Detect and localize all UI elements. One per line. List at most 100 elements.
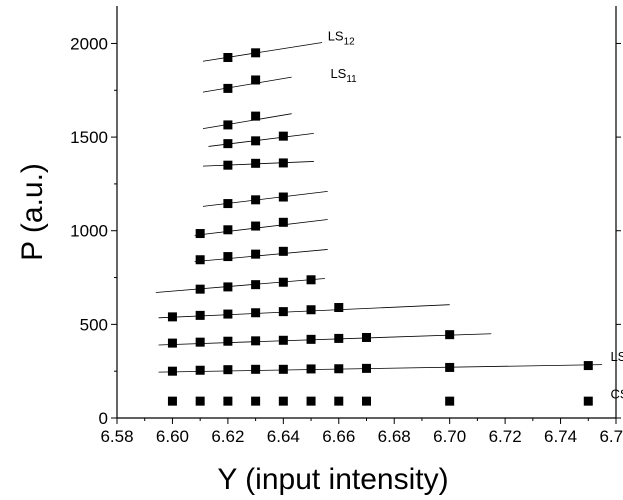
- data-point: [334, 303, 344, 313]
- data-point: [251, 158, 261, 168]
- data-point: [223, 53, 233, 62]
- fit-line: [202, 42, 323, 62]
- data-point: [167, 396, 177, 406]
- data-point: [195, 310, 205, 320]
- annotation-label: CS: [610, 386, 623, 401]
- data-point: [223, 396, 233, 406]
- data-point: [278, 335, 288, 345]
- y-tick-label: 500: [80, 315, 108, 334]
- data-point: [306, 275, 316, 285]
- data-point: [251, 221, 261, 231]
- data-point: [251, 396, 261, 406]
- x-tick-label: 6.76: [599, 427, 623, 446]
- data-point: [306, 364, 316, 374]
- data-point: [223, 336, 233, 346]
- fit-lines: [155, 42, 603, 373]
- y-tick-label: 2000: [70, 34, 108, 53]
- axes: 6.58 6.60 6.62 6.64 6.66 6.68 6.70 6.72 6.74 6.76…: [70, 6, 623, 446]
- data-point: [362, 396, 371, 406]
- data-point: [251, 336, 261, 346]
- fit-line: [158, 333, 492, 346]
- data-point: [445, 330, 455, 340]
- fit-line: [202, 113, 292, 130]
- data-point: [583, 361, 593, 371]
- data-point: [278, 307, 288, 317]
- fit-line: [158, 364, 603, 373]
- data-point: [251, 75, 261, 85]
- x-tick-label: 6.68: [378, 427, 411, 446]
- data-point: [278, 192, 288, 202]
- annotation-label: LS11: [330, 66, 357, 85]
- y-tick-label: 1000: [70, 222, 108, 241]
- data-point: [251, 195, 261, 205]
- data-point: [362, 332, 371, 342]
- data-point: [223, 309, 233, 319]
- y-tick-label: 1500: [70, 128, 108, 147]
- data-point: [195, 284, 205, 294]
- x-tick-label: 6.72: [489, 427, 522, 446]
- data-point: [223, 252, 233, 262]
- data-points: [167, 48, 593, 406]
- data-point: [306, 305, 316, 315]
- x-tick-label: 6.60: [156, 427, 189, 446]
- data-point: [223, 139, 233, 149]
- fit-line: [202, 76, 292, 93]
- data-point: [195, 365, 205, 375]
- y-axis-title: P (a.u.): [16, 163, 49, 261]
- data-point: [445, 396, 455, 406]
- annotation-label: LS1: [610, 349, 623, 368]
- x-axis-title: Y (input intensity): [217, 463, 448, 496]
- data-point: [334, 396, 344, 406]
- data-point: [223, 225, 233, 235]
- data-point: [167, 312, 177, 322]
- data-point: [334, 364, 344, 374]
- data-point: [223, 83, 233, 93]
- data-point: [583, 396, 593, 406]
- y-tick-label: 0: [99, 409, 108, 428]
- x-tick-label: 6.70: [433, 427, 466, 446]
- fit-line: [202, 191, 328, 207]
- data-point: [195, 337, 205, 347]
- data-point: [251, 308, 261, 318]
- annotations: LS12 LS11 LS1 CS: [328, 29, 623, 402]
- data-point: [278, 396, 288, 406]
- data-point: [278, 364, 288, 374]
- fit-line: [194, 249, 328, 263]
- data-point: [251, 364, 261, 374]
- data-point: [362, 363, 371, 373]
- data-point: [195, 229, 205, 239]
- data-point: [334, 333, 344, 343]
- data-point: [251, 111, 261, 121]
- data-point: [251, 249, 261, 259]
- data-point: [278, 277, 288, 287]
- data-point: [223, 365, 233, 375]
- data-point: [306, 396, 316, 406]
- x-tick-label: 6.64: [267, 427, 300, 446]
- fit-line: [155, 278, 325, 293]
- fit-line: [158, 304, 450, 319]
- data-point: [223, 160, 233, 170]
- x-tick-label: 6.74: [544, 427, 577, 446]
- x-tick-label: 6.66: [322, 427, 355, 446]
- data-point: [251, 48, 261, 58]
- data-point: [251, 136, 261, 146]
- x-tick-label: 6.58: [100, 427, 133, 446]
- data-point: [278, 158, 288, 168]
- data-point: [195, 396, 205, 406]
- data-point: [251, 280, 261, 290]
- annotation-label: LS12: [328, 29, 355, 48]
- data-point: [195, 255, 205, 265]
- data-point: [167, 366, 177, 376]
- data-point: [278, 246, 288, 256]
- data-point: [278, 131, 288, 141]
- data-point: [223, 120, 233, 130]
- data-point: [278, 217, 288, 227]
- data-point: [445, 362, 455, 372]
- fit-line: [194, 219, 328, 236]
- data-point: [223, 199, 233, 209]
- x-tick-label: 6.62: [211, 427, 244, 446]
- data-point: [306, 334, 316, 344]
- data-point: [223, 282, 233, 292]
- data-point: [167, 338, 177, 348]
